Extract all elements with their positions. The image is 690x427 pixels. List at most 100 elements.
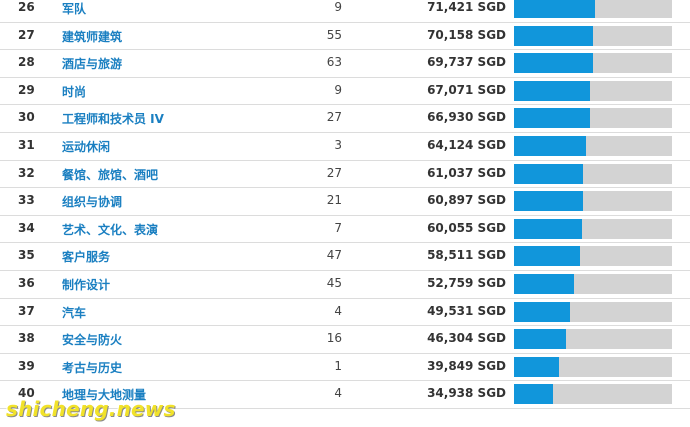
salary-bar-fill xyxy=(514,191,583,212)
salary-bar-track xyxy=(514,273,672,294)
profession-link[interactable]: 酒店与旅游 xyxy=(62,57,123,72)
salary-bar-fill xyxy=(514,356,559,377)
profession-link[interactable]: 工程师和技术员 IV xyxy=(62,112,164,127)
sample-count-cell: 4 xyxy=(334,386,342,401)
salary-bar-fill xyxy=(514,25,594,46)
salary-bar-track xyxy=(514,246,672,267)
profession-link[interactable]: 考古与历史 xyxy=(62,360,123,375)
profession-link[interactable]: 餐馆、旅馆、酒吧 xyxy=(62,167,159,182)
table-row: 39 考古与历史 1 39,849 SGD xyxy=(0,354,690,382)
salary-bar-track xyxy=(514,218,672,239)
sample-count-cell: 27 xyxy=(326,165,342,180)
salary-bar-track xyxy=(514,191,672,212)
sample-count-cell: 16 xyxy=(326,331,342,346)
rank-cell: 35 xyxy=(18,248,35,263)
salary-bar-fill xyxy=(514,135,587,156)
rank-cell: 28 xyxy=(18,55,35,70)
sample-count-cell: 9 xyxy=(334,82,342,97)
salary-bar-fill xyxy=(514,53,593,74)
salary-cell: 34,938 SGD xyxy=(427,386,506,401)
rank-cell: 27 xyxy=(18,27,35,42)
rank-cell: 31 xyxy=(18,137,35,152)
table-row: 34 艺术、文化、表演 7 60,055 SGD xyxy=(0,216,690,244)
rank-cell: 38 xyxy=(18,331,35,346)
rank-cell: 34 xyxy=(18,220,35,235)
table-row: 37 汽车 4 49,531 SGD xyxy=(0,299,690,327)
salary-cell: 49,531 SGD xyxy=(427,303,506,318)
table-row: 32 餐馆、旅馆、酒吧 27 61,037 SGD xyxy=(0,161,690,189)
table-row: 33 组织与协调 21 60,897 SGD xyxy=(0,188,690,216)
salary-cell: 60,897 SGD xyxy=(427,193,506,208)
watermark-text: shicheng.news xyxy=(6,397,176,421)
profession-link[interactable]: 军队 xyxy=(62,2,87,16)
sample-count-cell: 3 xyxy=(334,137,342,152)
rank-cell: 36 xyxy=(18,275,35,290)
sample-count-cell: 7 xyxy=(334,220,342,235)
profession-link[interactable]: 制作设计 xyxy=(62,277,111,292)
table-row: 29 时尚 9 67,071 SGD xyxy=(0,78,690,106)
salary-cell: 69,737 SGD xyxy=(427,55,506,70)
salary-bar-track xyxy=(514,356,672,377)
salary-bar-fill xyxy=(514,301,570,322)
profession-link[interactable]: 时尚 xyxy=(62,84,87,99)
salary-bar-fill xyxy=(514,80,590,101)
table-row: 31 运动休闲 3 64,124 SGD xyxy=(0,133,690,161)
profession-link[interactable]: 汽车 xyxy=(62,305,87,320)
sample-count-cell: 55 xyxy=(326,27,342,42)
salary-cell: 39,849 SGD xyxy=(427,358,506,373)
salary-bar-fill xyxy=(514,108,590,129)
sample-count-cell: 1 xyxy=(334,358,342,373)
rank-cell: 37 xyxy=(18,303,35,318)
salary-bar-track xyxy=(514,329,672,350)
salary-ranking-table: 26 军队 9 71,421 SGD 27 建筑师建筑 55 70,158 SGD 28 酒店与旅… xyxy=(0,0,690,409)
salary-cell: 60,055 SGD xyxy=(427,220,506,235)
salary-bar-track xyxy=(514,53,672,74)
salary-bar-fill xyxy=(514,384,554,405)
salary-bar-track xyxy=(514,384,672,405)
salary-cell: 58,511 SGD xyxy=(427,248,506,263)
table-row: 38 安全与防火 16 46,304 SGD xyxy=(0,326,690,354)
salary-cell: 52,759 SGD xyxy=(427,275,506,290)
sample-count-cell: 21 xyxy=(326,193,342,208)
table-row: 26 军队 9 71,421 SGD xyxy=(0,0,690,23)
table-row: 40 地理与大地测量 4 34,938 SGD xyxy=(0,381,690,409)
profession-link[interactable]: 安全与防火 xyxy=(62,333,123,348)
rank-cell: 33 xyxy=(18,193,35,208)
profession-link[interactable]: 组织与协调 xyxy=(62,195,123,210)
table-row: 27 建筑师建筑 55 70,158 SGD xyxy=(0,23,690,51)
table-row: 30 工程师和技术员 IV 27 66,930 SGD xyxy=(0,105,690,133)
salary-cell: 64,124 SGD xyxy=(427,137,506,152)
salary-bar-fill xyxy=(514,246,580,267)
salary-bar-fill xyxy=(514,0,595,18)
salary-bar-fill xyxy=(514,273,574,294)
sample-count-cell: 27 xyxy=(326,110,342,125)
salary-bar-track xyxy=(514,25,672,46)
table-row: 36 制作设计 45 52,759 SGD xyxy=(0,271,690,299)
profession-link[interactable]: 客户服务 xyxy=(62,250,111,265)
salary-bar-track xyxy=(514,108,672,129)
salary-bar-track xyxy=(514,135,672,156)
table-row: 35 客户服务 47 58,511 SGD xyxy=(0,243,690,271)
salary-bar-fill xyxy=(514,218,582,239)
salary-bar-track xyxy=(514,0,672,18)
sample-count-cell: 9 xyxy=(334,0,342,14)
profession-link[interactable]: 建筑师建筑 xyxy=(62,29,123,44)
salary-bar-fill xyxy=(514,329,567,350)
rank-cell: 40 xyxy=(18,386,35,401)
rank-cell: 32 xyxy=(18,165,35,180)
salary-bar-track xyxy=(514,80,672,101)
salary-cell: 46,304 SGD xyxy=(427,331,506,346)
rank-cell: 29 xyxy=(18,82,35,97)
sample-count-cell: 63 xyxy=(326,55,342,70)
table-row: 28 酒店与旅游 63 69,737 SGD xyxy=(0,50,690,78)
salary-cell: 67,071 SGD xyxy=(427,82,506,97)
profession-link[interactable]: 地理与大地测量 xyxy=(62,388,147,403)
sample-count-cell: 45 xyxy=(326,275,342,290)
profession-link[interactable]: 艺术、文化、表演 xyxy=(62,222,159,237)
salary-cell: 61,037 SGD xyxy=(427,165,506,180)
profession-link[interactable]: 运动休闲 xyxy=(62,139,111,154)
salary-cell: 66,930 SGD xyxy=(427,110,506,125)
rank-cell: 30 xyxy=(18,110,35,125)
salary-bar-track xyxy=(514,163,672,184)
salary-cell: 70,158 SGD xyxy=(427,27,506,42)
